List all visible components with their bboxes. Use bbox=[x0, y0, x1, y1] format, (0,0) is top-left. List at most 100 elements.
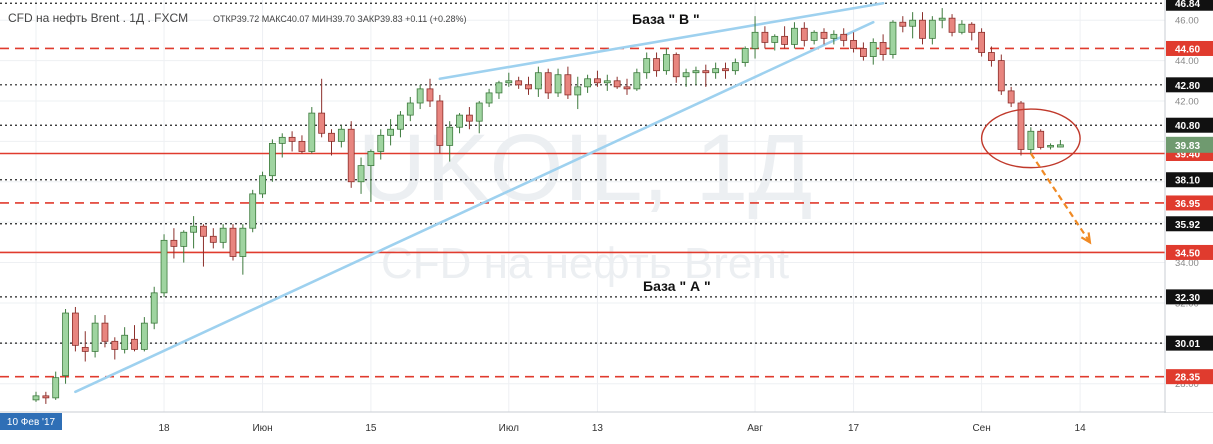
candle-body bbox=[948, 17, 956, 33]
price-tick-label: 44.00 bbox=[1175, 56, 1199, 67]
candle-body bbox=[328, 132, 335, 142]
price-level-tag bbox=[1166, 117, 1213, 133]
candle-body bbox=[653, 58, 660, 72]
candle bbox=[485, 88, 493, 108]
candle-body bbox=[446, 126, 454, 146]
candle-body bbox=[554, 74, 562, 94]
candle-body bbox=[367, 151, 375, 167]
price-level-tag bbox=[1166, 369, 1213, 385]
candle-body bbox=[347, 128, 355, 183]
candle bbox=[820, 28, 828, 45]
time-tick-label: 10 Фев '17 bbox=[7, 417, 56, 428]
forecast-arrow-head[interactable] bbox=[1080, 232, 1092, 245]
candle-body bbox=[101, 322, 109, 342]
candle bbox=[495, 80, 503, 99]
candle bbox=[475, 100, 483, 134]
candle-body bbox=[229, 227, 237, 257]
candle bbox=[751, 16, 759, 59]
candle bbox=[909, 12, 917, 39]
price-axis[interactable]: 28.0030.0032.0034.0036.0038.0040.0042.00… bbox=[1166, 0, 1213, 412]
candle-body bbox=[909, 19, 917, 27]
candle-body bbox=[534, 72, 542, 90]
candle bbox=[968, 22, 976, 41]
candle bbox=[32, 391, 40, 402]
candle bbox=[91, 315, 99, 358]
time-tick-label: Сен bbox=[972, 423, 990, 434]
candle-body bbox=[564, 74, 572, 96]
candle-body bbox=[997, 60, 1005, 92]
highlight-ellipse[interactable] bbox=[980, 108, 1081, 169]
candle bbox=[1057, 139, 1064, 148]
trendline-upper[interactable] bbox=[438, 1, 885, 81]
price-level-tag-label: 32.30 bbox=[1175, 293, 1200, 304]
candle bbox=[722, 62, 729, 79]
candle bbox=[337, 125, 345, 148]
candle bbox=[42, 391, 50, 404]
candle-body bbox=[387, 128, 395, 136]
price-level-tag-label: 38.10 bbox=[1175, 176, 1200, 187]
candle bbox=[919, 12, 926, 45]
candle-body bbox=[978, 31, 985, 53]
candle-body bbox=[860, 48, 867, 57]
candle-body bbox=[377, 134, 385, 152]
candle bbox=[869, 38, 877, 65]
overlays[interactable] bbox=[980, 108, 1092, 245]
candle bbox=[328, 129, 335, 156]
candle-body bbox=[426, 88, 434, 102]
candle-body bbox=[525, 84, 532, 90]
trendlines[interactable] bbox=[74, 1, 885, 394]
candle-body bbox=[337, 128, 345, 142]
candle bbox=[534, 66, 542, 97]
candle-body bbox=[731, 62, 739, 72]
candle bbox=[209, 228, 217, 249]
candle-body bbox=[475, 102, 483, 122]
candle-body bbox=[761, 31, 769, 43]
candle-body bbox=[633, 72, 641, 90]
candle-body bbox=[751, 31, 759, 49]
candle-body bbox=[52, 377, 60, 399]
candle bbox=[525, 76, 532, 95]
time-axis[interactable]: 10 Фев '17 18 Июн 15 Июл 13 Авг 17 Сен 14 bbox=[0, 413, 1166, 439]
candle bbox=[781, 26, 788, 49]
candle-body bbox=[889, 21, 897, 55]
candle-body bbox=[515, 80, 523, 86]
forecast-arrow-line[interactable] bbox=[1029, 152, 1091, 243]
candle bbox=[121, 327, 129, 354]
candle bbox=[889, 20, 897, 59]
trendline-lower[interactable] bbox=[74, 20, 875, 394]
time-tick-label: Июн bbox=[252, 423, 272, 434]
candle-body bbox=[308, 112, 316, 152]
candle bbox=[347, 121, 355, 188]
price-level-tag bbox=[1166, 244, 1213, 260]
candle bbox=[761, 26, 769, 49]
candle bbox=[958, 20, 966, 35]
candle bbox=[594, 70, 601, 87]
annotation-base-b: База " В " bbox=[632, 11, 700, 27]
candle bbox=[170, 228, 178, 259]
candle-body bbox=[259, 175, 266, 195]
candle-body bbox=[249, 193, 257, 229]
price-level-tag bbox=[1166, 195, 1213, 211]
candle bbox=[741, 46, 749, 67]
price-level-tag bbox=[1166, 172, 1213, 188]
candle bbox=[259, 171, 266, 198]
time-tick-label: 14 bbox=[1075, 423, 1087, 434]
candle bbox=[682, 68, 690, 87]
candle bbox=[101, 315, 109, 348]
candle bbox=[72, 306, 79, 352]
candle-body bbox=[800, 27, 808, 41]
candles bbox=[32, 8, 1064, 404]
candle-body bbox=[32, 395, 40, 401]
candle-body bbox=[81, 346, 89, 352]
time-tick-label: Июл bbox=[499, 423, 519, 434]
candle-body bbox=[91, 322, 99, 352]
candle bbox=[771, 34, 779, 51]
candle bbox=[190, 216, 198, 249]
candle-body bbox=[603, 80, 611, 84]
price-level-tag-label: 35.92 bbox=[1175, 220, 1200, 231]
price-level-tag bbox=[1166, 289, 1213, 305]
candle bbox=[643, 52, 651, 79]
